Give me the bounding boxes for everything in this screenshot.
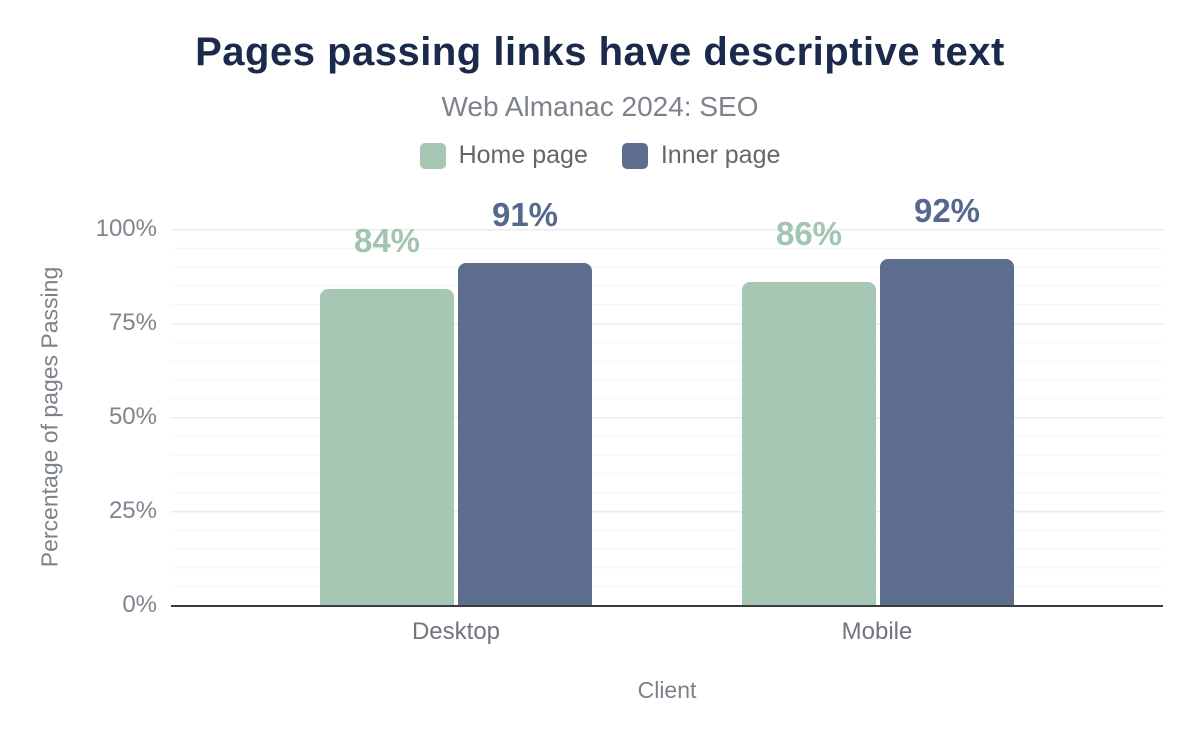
bar-home-page-mobile[interactable] xyxy=(742,281,876,605)
bar-value-label: 86% xyxy=(775,214,843,252)
bar-value-label: 84% xyxy=(353,222,421,260)
bar-home-page-desktop[interactable] xyxy=(320,289,454,605)
bar-value-label: 91% xyxy=(491,195,559,233)
x-category-label-mobile: Mobile xyxy=(841,618,913,645)
legend-label: Inner page xyxy=(660,141,781,169)
chart-title: Pages passing links have descriptive tex… xyxy=(195,30,1005,74)
legend-label: Home page xyxy=(458,141,588,169)
y-tick-label: 50% xyxy=(108,403,157,430)
y-tick-label: 100% xyxy=(95,215,157,242)
x-category-label-desktop: Desktop xyxy=(411,618,501,645)
y-tick-label: 25% xyxy=(108,497,157,524)
x-axis-title: Client xyxy=(637,677,697,703)
plot-area: 84% 86% 91% 92% xyxy=(171,194,1163,607)
legend-item-inner-page[interactable]: Inner page xyxy=(621,141,781,170)
bar-inner-page-mobile[interactable] xyxy=(880,259,1014,605)
legend-item-home-page[interactable]: Home page xyxy=(419,141,588,170)
bar-inner-page-desktop[interactable] xyxy=(458,262,592,605)
legend-swatch xyxy=(621,142,648,169)
y-tick-label: 75% xyxy=(108,309,157,336)
legend-swatch xyxy=(419,142,446,169)
chart-subtitle: Web Almanac 2024: SEO xyxy=(441,91,759,122)
y-tick-label: 0% xyxy=(122,591,157,618)
legend: Home page Inner page xyxy=(0,141,1200,170)
bar-value-label: 92% xyxy=(913,192,981,230)
